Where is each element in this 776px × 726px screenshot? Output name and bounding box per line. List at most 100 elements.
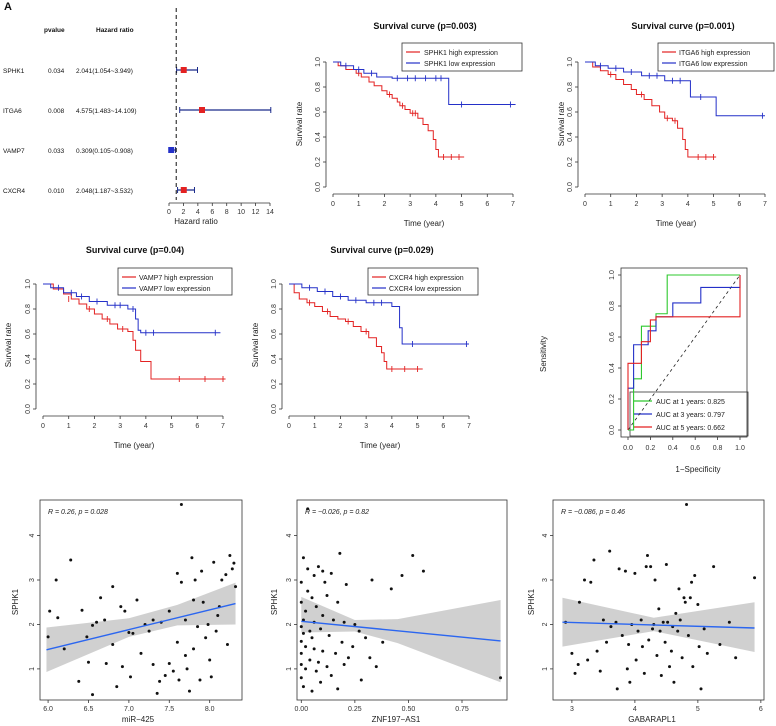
roc-x-tick-label: 0.4 <box>668 445 678 452</box>
scatter-mir425-point <box>99 596 103 600</box>
scatter-gabarapl1-point <box>674 611 678 615</box>
scatter-gabarapl1-point <box>627 642 631 646</box>
forest-hr-text: 2.041(1.054~3.949) <box>76 68 133 75</box>
scatter-gabarapl1-point <box>573 671 577 675</box>
km-vamp7-y-tick-label: 0.4 <box>25 354 32 364</box>
scatter-gabarapl1-point <box>664 562 668 566</box>
scatter-mir425-point <box>214 629 218 633</box>
km-itga6-legend-box <box>657 42 775 72</box>
km-sphk1-legend-high: SPHK1 high expression <box>424 50 498 57</box>
scatter-gabarapl1-point <box>651 627 655 631</box>
scatter-mir425-point <box>103 618 107 622</box>
scatter-znf197-y-tick-label: 2 <box>286 622 293 626</box>
scatter-znf197-point <box>351 645 355 649</box>
km-cxcr4-x-tick-label: 0 <box>287 423 291 430</box>
scatter-gabarapl1-point <box>682 596 686 600</box>
km-vamp7-x-tick-label: 6 <box>195 423 199 430</box>
scatter-mir425-point <box>225 642 229 646</box>
km-itga6-title: Survival curve (p=0.001) <box>631 21 734 31</box>
km-vamp7-y-tick-label: 1.0 <box>25 279 32 289</box>
scatter-znf197-point <box>312 647 316 651</box>
forest-hr-text: 0.309(0.105~0.908) <box>76 148 133 155</box>
scatter-znf197-point <box>321 569 325 573</box>
roc-x-label: 1−Specificity <box>675 465 720 474</box>
km-itga6-y-tick-label: 0.8 <box>567 82 574 92</box>
scatter-gabarapl1-y-tick-label: 4 <box>542 534 549 538</box>
km-sphk1-y-tick-label: 0.4 <box>315 132 322 142</box>
scatter-mir425-point <box>69 558 73 562</box>
scatter-mir425-point <box>187 689 191 693</box>
scatter-gabarapl1-fit-line <box>562 621 755 629</box>
scatter-gabarapl1-point <box>688 596 692 600</box>
km-vamp7-y-tick-label: 0.8 <box>25 304 32 314</box>
roc-diagonal <box>627 274 741 431</box>
roc-y-label: Sensitivity <box>539 336 548 372</box>
km-cxcr4-x-tick-label: 1 <box>313 423 317 430</box>
km-itga6-x-tick-label: 6 <box>737 201 741 208</box>
scatter-mir425-point <box>230 567 234 571</box>
scatter-mir425-point <box>111 642 115 646</box>
scatter-gabarapl1-point <box>691 665 695 669</box>
scatter-gabarapl1-point <box>576 662 580 666</box>
scatter-gabarapl1-point <box>712 565 716 569</box>
scatter-mir425-point <box>209 675 213 679</box>
scatter-mir425-point <box>185 667 189 671</box>
scatter-gabarapl1-x-tick-label: 3 <box>570 706 574 713</box>
forest-pvalue: 0.008 <box>48 108 65 115</box>
km-sphk1-title: Survival curve (p=0.003) <box>373 21 476 31</box>
scatter-mir425-y-tick-label: 1 <box>29 667 36 671</box>
scatter-gabarapl1-point <box>605 640 609 644</box>
scatter-znf197-point <box>306 589 310 593</box>
scatter-gabarapl1-point <box>661 620 665 624</box>
scatter-gabarapl1-point <box>699 687 703 691</box>
km-cxcr4-x-tick-label: 2 <box>338 423 342 430</box>
forest-hr-text: 2.048(1.187~3.532) <box>76 188 133 195</box>
scatter-gabarapl1-point <box>609 625 613 629</box>
scatter-mir425-x-tick-label: 6.0 <box>43 706 53 713</box>
km-vamp7-curve-high <box>43 283 226 380</box>
forest-x-tick-label: 8 <box>225 209 229 216</box>
scatter-znf197-x-label: ZNF197−AS1 <box>372 715 421 724</box>
scatter-gabarapl1-plot-frame <box>552 499 765 701</box>
km-cxcr4-legend-box <box>367 267 479 296</box>
scatter-znf197-point <box>421 569 425 573</box>
km-panel-cxcr4: Survival curve (p=0.029) Time (year) Sur… <box>251 245 479 450</box>
scatter-znf197-fit-line <box>301 620 501 642</box>
scatter-mir425-x-tick-label: 7.5 <box>164 706 174 713</box>
scatter-znf197-point <box>357 629 361 633</box>
scatter-znf197-point <box>308 629 312 633</box>
roc-curve-5y <box>627 275 741 430</box>
scatter-znf197-point <box>374 665 378 669</box>
scatter-mir425-point <box>135 598 139 602</box>
km-itga6-x-label: Time (year) <box>656 219 697 228</box>
km-vamp7-x-tick-label: 0 <box>41 423 45 430</box>
scatter-gabarapl1-point <box>753 576 757 580</box>
scatter-mir425-point <box>91 623 95 627</box>
roc-x-tick-label: 0.2 <box>646 445 656 452</box>
forest-x-tick-label: 6 <box>210 209 214 216</box>
scatter-gabarapl1-point <box>636 629 640 633</box>
scatter-mir425-point <box>179 502 183 506</box>
scatter-mir425-point <box>183 654 187 658</box>
km-sphk1-y-tick-label: 0.2 <box>315 157 322 167</box>
km-itga6-curve-low <box>585 61 765 117</box>
forest-x-tick-label: 10 <box>237 209 245 216</box>
roc-y-tick-label: 1.0 <box>609 270 616 280</box>
scatter-znf197-point <box>310 636 314 640</box>
forest-hr-point <box>199 107 206 113</box>
scatter-gabarapl1-point <box>680 656 684 660</box>
scatter-gabarapl1-point <box>672 680 676 684</box>
scatter-mir425-point <box>179 580 183 584</box>
km-sphk1-y-tick-label: 1.0 <box>315 57 322 67</box>
km-cxcr4-curve-low <box>289 283 469 345</box>
scatter-mir425-point <box>175 571 179 575</box>
scatter-znf197-point <box>359 678 363 682</box>
scatter-mir425-point <box>163 674 167 678</box>
km-vamp7-legend-box <box>117 267 233 296</box>
scatter-mir425-fit-line <box>46 602 236 651</box>
scatter-znf197-point <box>400 574 404 578</box>
scatter-mir425-point <box>111 585 115 589</box>
km-vamp7-legend-high: VAMP7 high expression <box>139 275 213 282</box>
km-cxcr4-legend-low: CXCR4 low expression <box>389 286 461 293</box>
